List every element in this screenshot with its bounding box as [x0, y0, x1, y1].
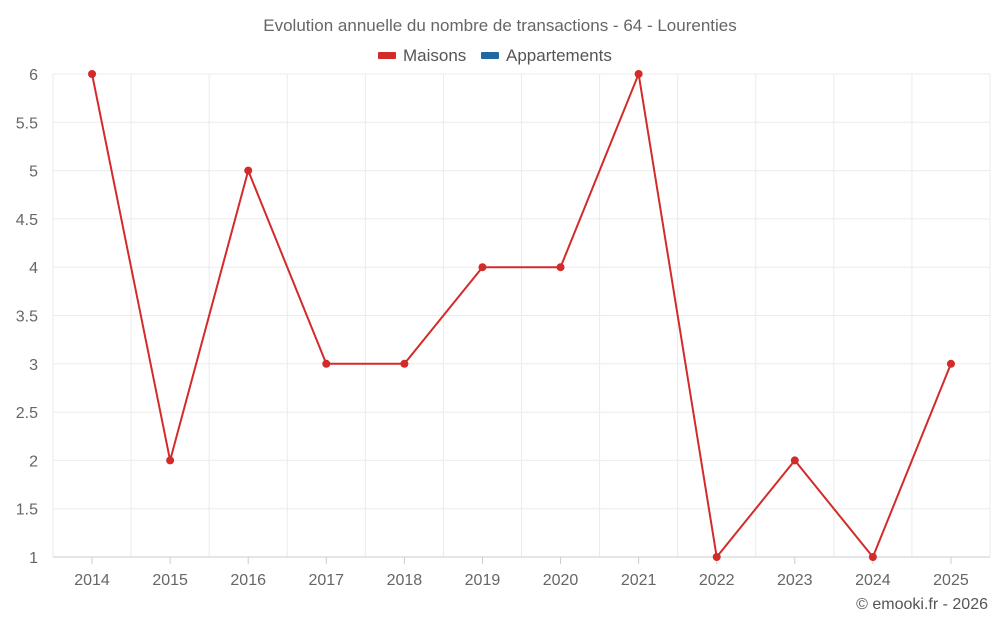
y-tick-label: 6 [29, 67, 38, 84]
series-line-maisons [91, 73, 952, 558]
data-point-2025[interactable] [946, 359, 955, 368]
data-point-2019[interactable] [478, 263, 487, 272]
x-tick-label: 2019 [465, 572, 501, 589]
x-tick-label: 2014 [74, 572, 110, 589]
series-layer [88, 70, 955, 561]
data-point-2018[interactable] [400, 359, 409, 368]
y-tick-label: 2 [29, 453, 38, 470]
x-tick-label: 2025 [933, 572, 969, 589]
x-tick-label: 2021 [621, 572, 657, 589]
legend-item-appartements[interactable]: Appartements [481, 46, 612, 65]
y-tick-label: 5.5 [16, 115, 38, 132]
x-tick-label: 2018 [387, 572, 423, 589]
y-tick-label: 1 [29, 550, 38, 567]
y-axis-ticks: 1 1.5 2 2.5 3 3.5 4 4.5 5 5.5 6 [16, 67, 38, 567]
legend: Maisons Appartements [378, 46, 612, 65]
y-tick-label: 4.5 [16, 212, 38, 229]
data-point-2014[interactable] [88, 70, 97, 78]
x-tick-label: 2024 [855, 572, 891, 589]
y-tick-label: 3 [29, 357, 38, 374]
data-point-2022[interactable] [712, 553, 721, 561]
legend-label-appartements: Appartements [506, 46, 612, 65]
y-tick-label: 4 [29, 260, 38, 277]
legend-label-maisons: Maisons [403, 46, 466, 65]
data-point-2020[interactable] [556, 263, 565, 272]
grid [52, 73, 991, 558]
data-point-2016[interactable] [244, 166, 253, 175]
legend-swatch-appartements [481, 52, 499, 59]
x-tick-label: 2023 [777, 572, 813, 589]
x-tick-label: 2015 [152, 572, 188, 589]
data-point-2021[interactable] [634, 70, 643, 78]
y-tick-label: 2.5 [16, 405, 38, 422]
legend-item-maisons[interactable]: Maisons [378, 46, 466, 65]
data-point-2023[interactable] [790, 456, 799, 465]
data-point-2017[interactable] [322, 359, 331, 368]
y-tick-label: 5 [29, 164, 38, 181]
credit-text: © emooki.fr - 2026 [856, 596, 988, 613]
data-point-2015[interactable] [166, 456, 175, 465]
chart-title: Evolution annuelle du nombre de transact… [263, 16, 736, 35]
y-tick-label: 3.5 [16, 309, 38, 326]
x-tick-label: 2020 [543, 572, 579, 589]
data-point-2024[interactable] [868, 553, 877, 561]
y-tick-label: 1.5 [16, 502, 38, 519]
x-tick-label: 2017 [308, 572, 344, 589]
x-axis-ticks: 2014 2015 2016 2017 2018 2019 2020 2021 2022 2023… [74, 557, 969, 589]
x-tick-label: 2016 [230, 572, 266, 589]
legend-swatch-maisons [378, 52, 396, 59]
x-tick-label: 2022 [699, 572, 735, 589]
